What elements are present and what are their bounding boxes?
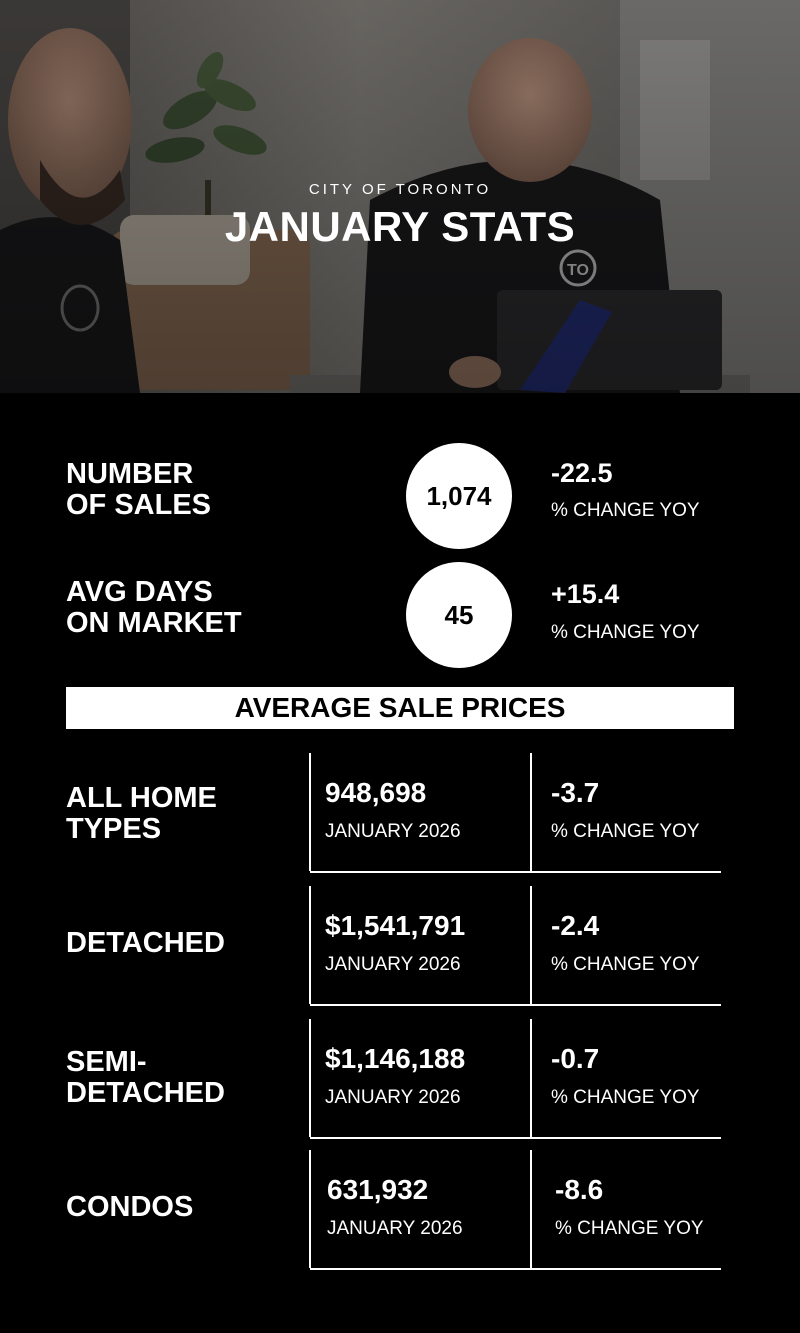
hero-photo: TO CITY OF TORONTO JANUARY STATS [0,0,800,393]
stat-value-days: 45 [444,599,474,630]
price-value: $1,541,791 [325,910,466,941]
divider-bottom [310,871,721,873]
price-value: 948,698 [325,777,427,808]
price-value: $1,146,188 [325,1043,466,1074]
divider-middle [530,886,532,1004]
price-change-caption: % CHANGE YOY [551,821,700,842]
price-change: -3.7 [551,777,600,808]
hero-subtitle: CITY OF TORONTO [308,181,492,198]
divider-bottom [310,1137,721,1139]
price-period: JANUARY 2026 [325,821,461,842]
stat-change-caption-sales: % CHANGE YOY [551,500,700,521]
stat-circle-sales: 1,074 [406,443,512,549]
price-change-caption: % CHANGE YOY [551,1087,700,1108]
price-change: -2.4 [551,910,600,941]
stat-change-sales: -22.5 [551,458,613,488]
stat-value-sales: 1,074 [426,480,492,511]
divider-middle [530,1019,532,1137]
price-change-caption: % CHANGE YOY [551,954,700,975]
divider-left [309,1150,311,1268]
divider-middle [530,1150,532,1268]
price-type-label: CONDOS [66,1191,194,1223]
stat-label-sales: NUMBER OF SALES [66,458,212,521]
stat-change-caption-days: % CHANGE YOY [551,622,700,643]
hero-title: JANUARY STATS [224,203,576,250]
divider-bottom [310,1268,721,1270]
two-men-at-laptop-photo: TO [0,0,800,393]
price-change: -0.7 [551,1043,600,1074]
divider-left [309,1019,311,1137]
stat-circle-days: 45 [406,562,512,668]
price-row-semi: SEMI- DETACHED $1,146,188 JANUARY 2026 -… [0,1019,800,1139]
price-period: JANUARY 2026 [325,954,461,975]
price-type-label: DETACHED [66,927,225,959]
price-period: JANUARY 2026 [325,1087,461,1108]
price-row-all: ALL HOME TYPES 948,698 JANUARY 2026 -3.7… [0,753,800,873]
price-change: -8.6 [555,1174,604,1205]
divider-middle [530,753,532,871]
price-row-detached: DETACHED $1,541,791 JANUARY 2026 -2.4 % … [0,886,800,1006]
divider-left [309,886,311,1004]
price-period: JANUARY 2026 [327,1218,463,1239]
divider-left [309,753,311,871]
price-type-label: SEMI- DETACHED [66,1046,225,1109]
price-value: 631,932 [327,1174,429,1205]
price-row-condos: CONDOS 631,932 JANUARY 2026 -8.6 % CHANG… [0,1150,800,1270]
stat-label-days: AVG DAYS ON MARKET [66,576,242,639]
section-banner: AVERAGE SALE PRICES [66,687,734,729]
divider-bottom [310,1004,721,1006]
price-change-caption: % CHANGE YOY [555,1218,704,1239]
stat-change-days: +15.4 [551,579,620,609]
price-type-label: ALL HOME TYPES [66,782,217,845]
